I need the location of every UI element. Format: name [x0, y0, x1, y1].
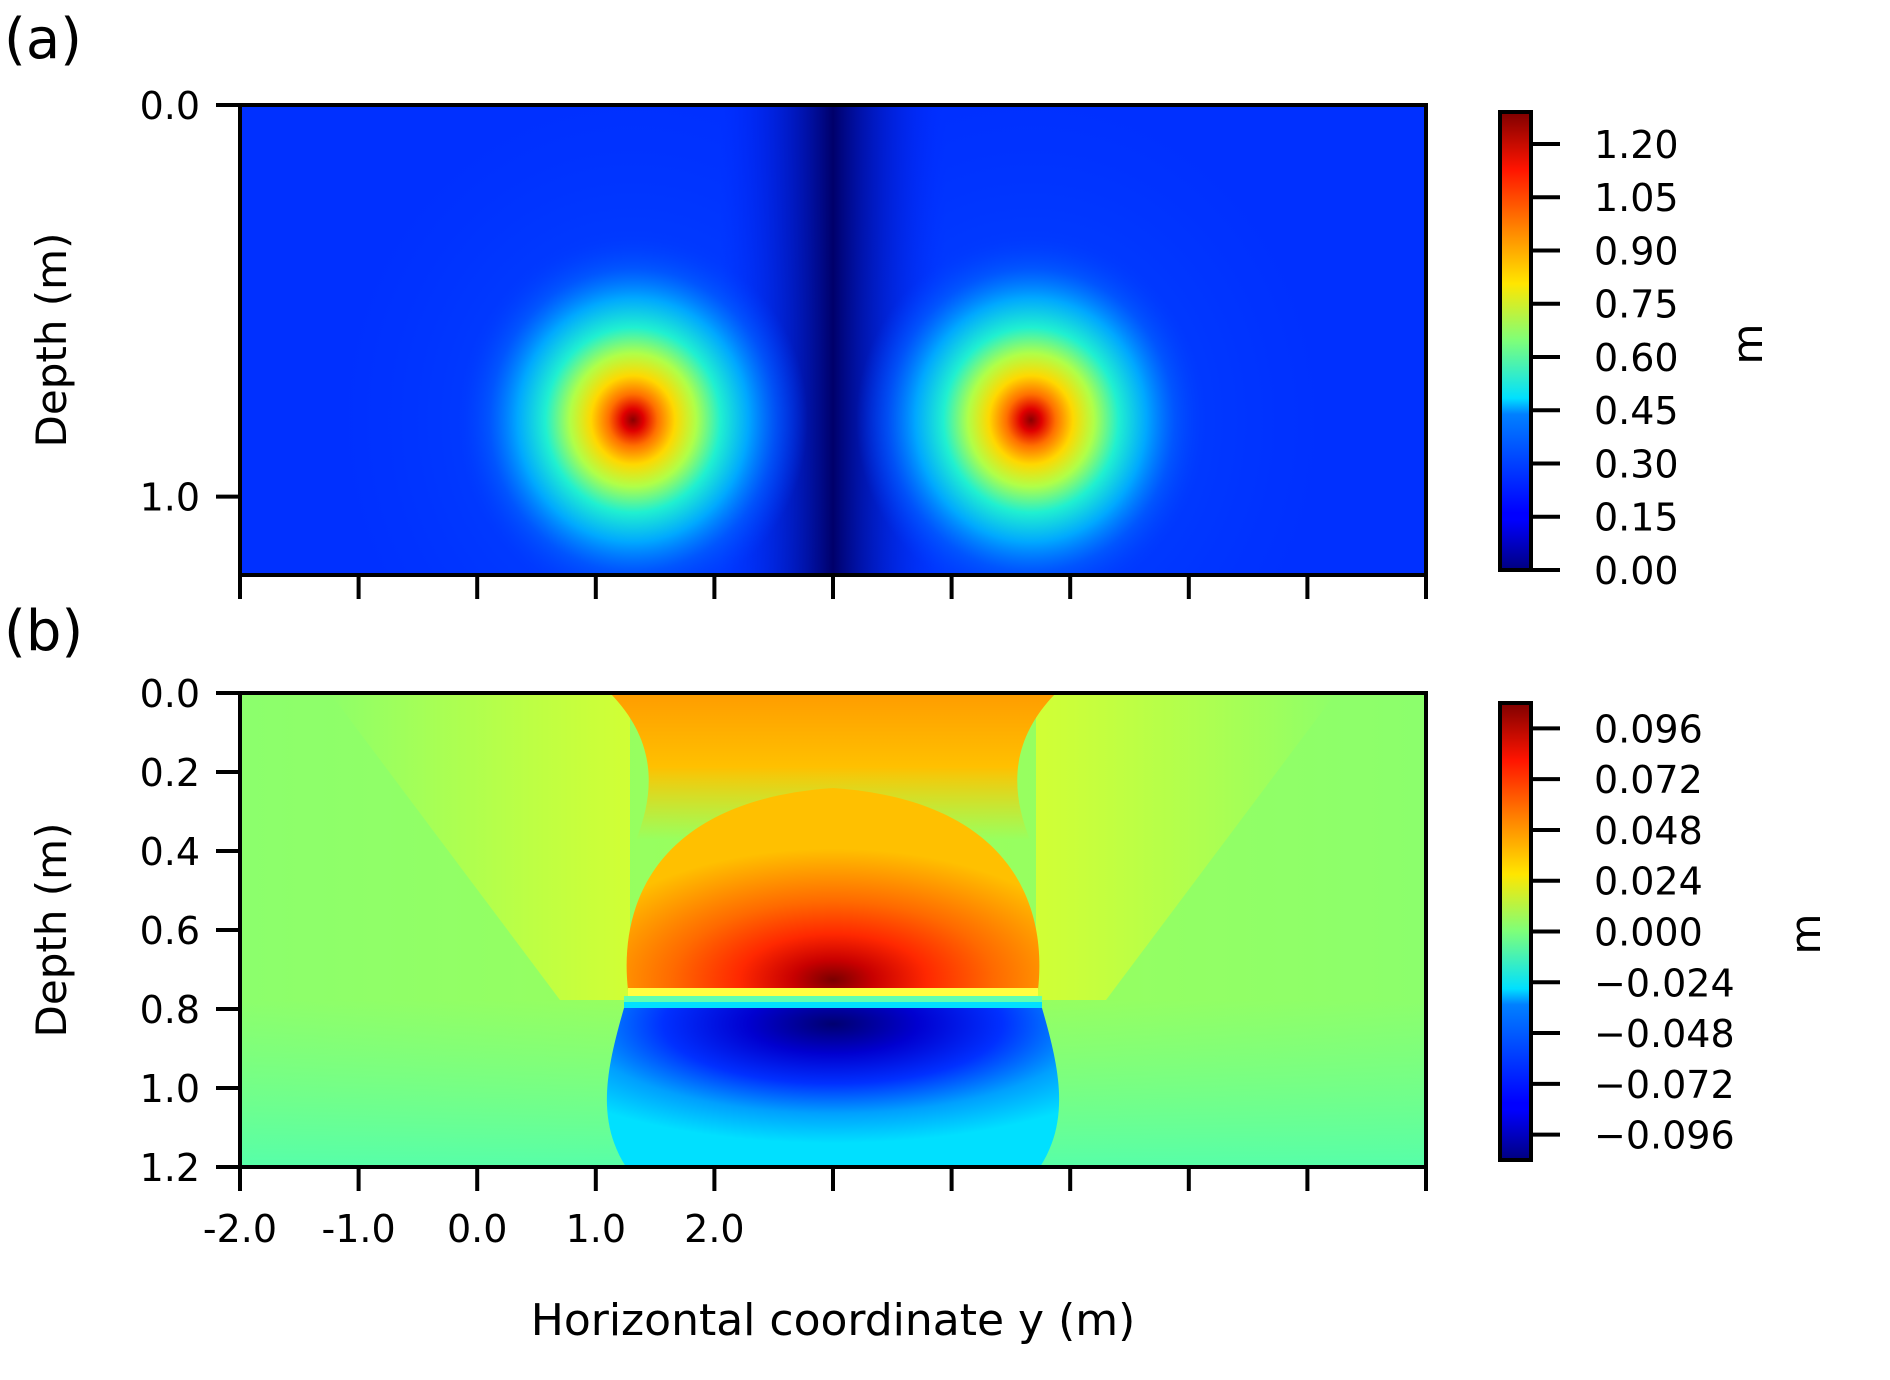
colorbar-tick-label: 0.00 [1594, 549, 1679, 593]
heatmap-b-top-lobe [610, 693, 1056, 840]
y-tick-label: 0.4 [140, 830, 200, 874]
heatmap-b-negative-lobe [606, 1008, 1060, 1167]
colorbar-tick-label: 1.05 [1594, 176, 1679, 220]
y-tick-label: 1.2 [140, 1146, 200, 1190]
colorbar-ticks-a: 0.00 0.15 0.30 0.45 0.60 0.75 0.90 1.05 1.20 [1531, 123, 1679, 593]
heatmap-b-positive-lobe [626, 788, 1040, 990]
heatmap-b [240, 693, 1426, 1167]
colorbar-tick-label: 0.15 [1594, 496, 1679, 540]
heatmap-b-wedge-right [1036, 693, 1336, 1000]
x-tick-label: -2.0 [203, 1207, 277, 1251]
colorbar-tick-label: 0.000 [1594, 911, 1703, 955]
y-tick-label: 0.6 [140, 909, 200, 953]
y-tick-label: 1.0 [140, 476, 200, 520]
y-ticks-b: 0.0 0.2 0.4 0.6 0.8 1.0 1.2 [140, 672, 240, 1190]
panel-label-a: (a) [4, 7, 82, 72]
heatmap-a-hotspot-left [458, 235, 808, 575]
colorbar-tick-label: 0.096 [1594, 707, 1703, 751]
y-tick-label: 0.2 [140, 751, 200, 795]
y-ticks-a: 0.0 1.0 [140, 84, 240, 520]
x-ticks-b: -2.0 -1.0 0.0 1.0 2.0 [203, 1167, 1428, 1251]
colorbar-label-b: m [1781, 914, 1830, 955]
y-tick-label: 0.8 [140, 988, 200, 1032]
colorbar-b [1498, 701, 1533, 1162]
y-axis-label-b: Depth (m) [27, 823, 76, 1038]
heatmap-a [240, 105, 1426, 575]
colorbar-a [1498, 110, 1533, 572]
heatmap-a-hotspot-right [856, 235, 1206, 575]
colorbar-tick-label: 0.90 [1594, 229, 1679, 273]
heatmap-b-wedge-left [330, 693, 630, 1000]
colorbar-tick-label: 0.048 [1594, 809, 1703, 853]
panel-label-b: (b) [4, 599, 83, 664]
colorbar-tick-label: −0.048 [1594, 1012, 1735, 1056]
colorbar-tick-label: 0.75 [1594, 283, 1679, 327]
colorbar-tick-label: −0.024 [1594, 961, 1735, 1005]
colorbar-tick-label: 0.45 [1594, 389, 1679, 433]
colorbar-tick-label: 0.30 [1594, 442, 1679, 486]
x-tick-label: 0.0 [447, 1207, 507, 1251]
colorbar-ticks-b: −0.096 −0.072 −0.048 −0.024 0.000 0.024 0.048 0… [1531, 707, 1735, 1158]
heatmap-b-boundary-band-3 [624, 1002, 1042, 1008]
y-axis-label-a: Depth (m) [27, 233, 76, 448]
heatmap-b-boundary-band-2 [624, 996, 1042, 1002]
x-tick-label: 1.0 [566, 1207, 626, 1251]
x-axis-label: Horizontal coordinate y (m) [531, 1295, 1136, 1346]
colorbar-tick-label: −0.096 [1594, 1114, 1735, 1158]
colorbar-tick-label: −0.072 [1594, 1063, 1735, 1107]
colorbar-label-a: m [1723, 324, 1772, 365]
x-tick-label: 2.0 [684, 1207, 744, 1251]
heatmap-b-boundary-band [628, 988, 1038, 996]
colorbar-tick-label: 0.60 [1594, 336, 1679, 380]
colorbar-tick-label: 0.024 [1594, 860, 1703, 904]
colorbar-tick-label: 0.072 [1594, 758, 1703, 802]
colorbar-tick-label: 1.20 [1594, 123, 1679, 167]
y-tick-label: 1.0 [140, 1067, 200, 1111]
x-tick-label: -1.0 [322, 1207, 396, 1251]
y-tick-label: 0.0 [140, 672, 200, 716]
x-ticks-a [238, 575, 1428, 599]
y-tick-label: 0.0 [140, 84, 200, 128]
